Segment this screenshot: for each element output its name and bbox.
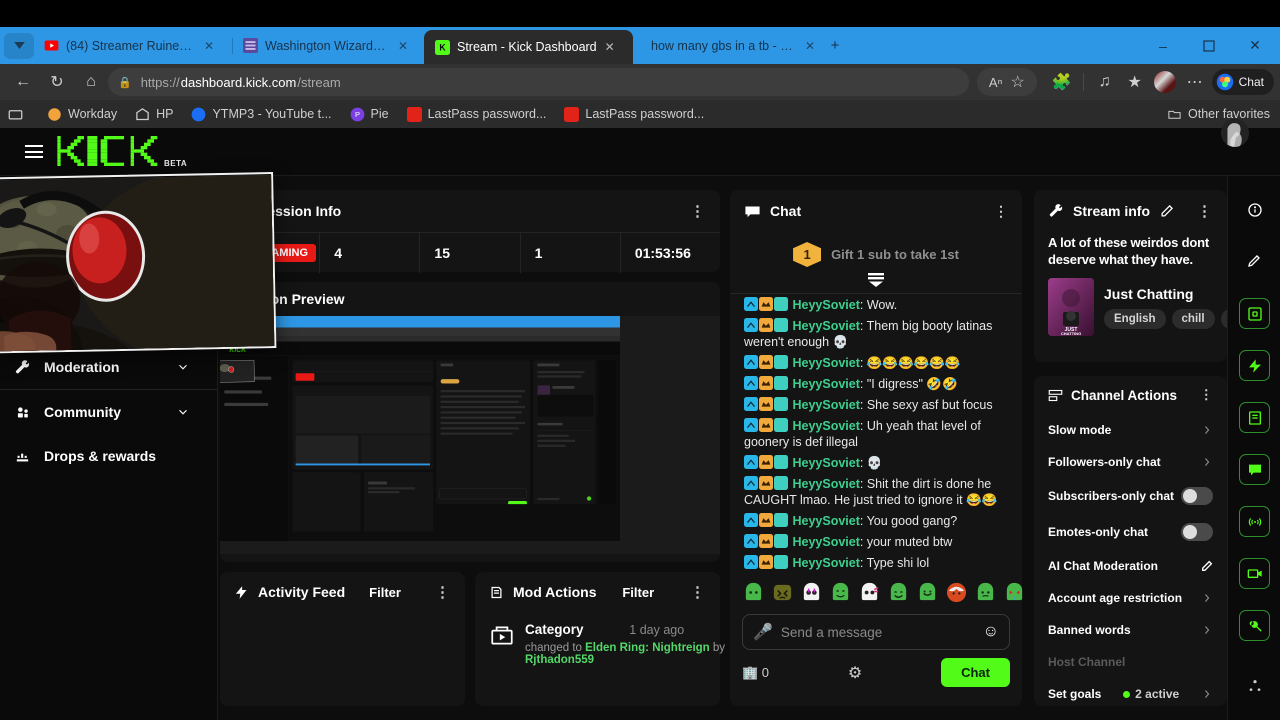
svg-text:P: P: [355, 110, 360, 119]
svg-text:K: K: [439, 42, 446, 52]
svg-text:CHATTING: CHATTING: [1061, 331, 1081, 336]
